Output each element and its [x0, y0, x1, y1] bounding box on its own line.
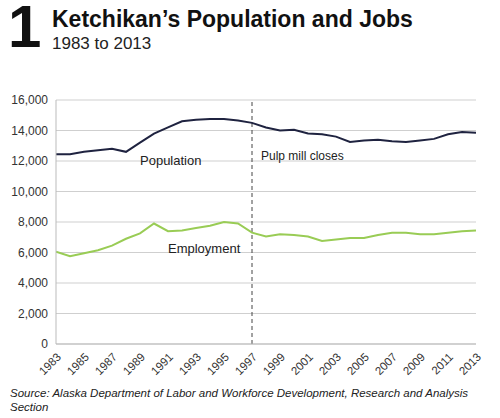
svg-text:Pulp mill closes: Pulp mill closes: [261, 149, 344, 163]
html-text:Source: Alaska Department of L: Source: Alaska Department of Labor and W…: [10, 387, 469, 413]
svg-text:2,000: 2,000: [18, 307, 48, 321]
html-text:1983 to 2013: 1983 to 2013: [52, 34, 152, 53]
svg-text:14,000: 14,000: [11, 124, 48, 138]
svg-text:12,000: 12,000: [11, 154, 48, 168]
svg-text:4,000: 4,000: [18, 276, 48, 290]
svg-text:2011: 2011: [429, 351, 455, 377]
svg-text:1985: 1985: [65, 351, 92, 378]
svg-text:1991: 1991: [149, 351, 176, 378]
svg-text:16,000: 16,000: [11, 93, 48, 107]
svg-text:2009: 2009: [401, 351, 428, 378]
svg-text:2001: 2001: [289, 351, 316, 378]
svg-text:1989: 1989: [121, 351, 148, 378]
svg-text:10,000: 10,000: [11, 185, 48, 199]
svg-text:2007: 2007: [373, 351, 400, 378]
svg-text:6,000: 6,000: [18, 246, 48, 260]
svg-text:1987: 1987: [93, 351, 120, 378]
svg-text:2003: 2003: [317, 351, 344, 378]
svg-text:1993: 1993: [177, 351, 204, 378]
svg-text:2013: 2013: [457, 351, 484, 378]
svg-text:Population: Population: [140, 153, 201, 168]
svg-text:1983: 1983: [37, 351, 64, 378]
html-text:Ketchikan’s Population and Job: Ketchikan’s Population and Jobs: [52, 6, 413, 32]
svg-text:0: 0: [41, 337, 48, 351]
svg-text:1999: 1999: [261, 351, 288, 378]
svg-text:2005: 2005: [345, 351, 372, 378]
svg-text:1995: 1995: [205, 351, 232, 378]
svg-text:Employment: Employment: [168, 241, 241, 256]
svg-text:8,000: 8,000: [18, 215, 48, 229]
svg-text:1997: 1997: [233, 351, 260, 378]
